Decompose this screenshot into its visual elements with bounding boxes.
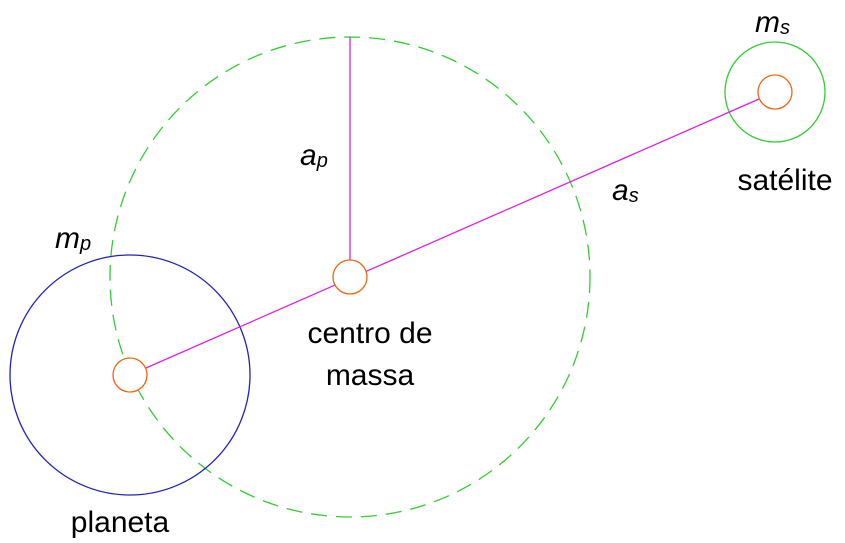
subscript: p — [79, 233, 91, 255]
planet-orbit-label: ap — [300, 139, 328, 172]
center-label-line: centro de — [307, 317, 432, 350]
symbol: a — [300, 139, 317, 172]
subscript: s — [780, 17, 790, 39]
planet-mass-label: mp — [55, 222, 91, 255]
satellite-center — [757, 74, 793, 110]
center-label-line: massa — [326, 359, 415, 392]
satellite-circle — [724, 41, 826, 143]
mass-center — [332, 259, 368, 295]
symbol: a — [612, 174, 629, 207]
axis-line — [129, 91, 776, 376]
subscript: p — [316, 150, 328, 172]
symbol: m — [55, 222, 80, 255]
satellite-orbit-label: as — [612, 174, 639, 207]
planet-label: planeta — [71, 506, 170, 539]
planet-center — [112, 357, 148, 393]
planet-circle — [9, 254, 251, 496]
satellite-mass-label: ms — [755, 6, 790, 39]
subscript: s — [629, 185, 639, 207]
symbol: m — [755, 6, 780, 39]
satellite-label: satélite — [737, 164, 832, 197]
